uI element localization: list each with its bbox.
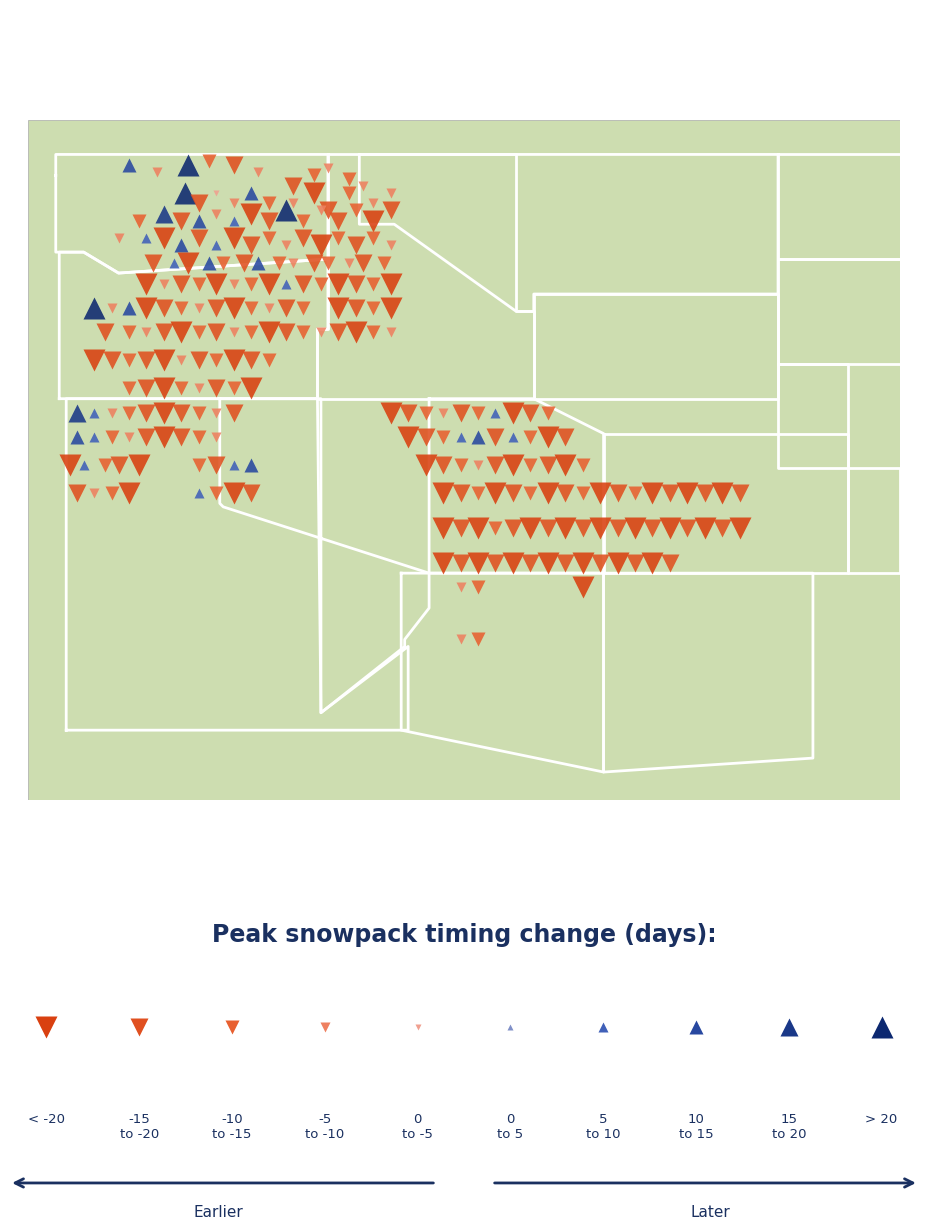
Polygon shape <box>66 398 408 731</box>
Polygon shape <box>359 154 777 311</box>
Polygon shape <box>777 154 927 259</box>
Text: 15
to 20: 15 to 20 <box>770 1113 806 1141</box>
Text: 0
to -5: 0 to -5 <box>401 1113 433 1141</box>
Text: Peak snowpack timing change (days):: Peak snowpack timing change (days): <box>211 923 716 946</box>
Text: Earlier: Earlier <box>193 1205 243 1220</box>
Text: Later: Later <box>690 1205 729 1220</box>
Polygon shape <box>56 154 327 273</box>
Polygon shape <box>777 259 927 364</box>
Polygon shape <box>603 573 812 772</box>
Polygon shape <box>603 434 847 573</box>
Text: 5
to 10: 5 to 10 <box>585 1113 620 1141</box>
Text: -10
to -15: -10 to -15 <box>212 1113 251 1141</box>
Polygon shape <box>777 364 847 468</box>
Text: < -20: < -20 <box>28 1113 65 1127</box>
Polygon shape <box>400 573 603 772</box>
Polygon shape <box>59 253 327 398</box>
Polygon shape <box>317 154 533 398</box>
Polygon shape <box>428 398 603 573</box>
Text: -15
to -20: -15 to -20 <box>120 1113 159 1141</box>
Text: 10
to 15: 10 to 15 <box>678 1113 713 1141</box>
Text: -5
to -10: -5 to -10 <box>305 1113 344 1141</box>
Polygon shape <box>28 120 66 799</box>
Polygon shape <box>533 294 777 398</box>
Text: 0
to 5: 0 to 5 <box>497 1113 523 1141</box>
Polygon shape <box>220 398 428 712</box>
Text: > 20: > 20 <box>865 1113 896 1127</box>
Polygon shape <box>847 468 899 573</box>
